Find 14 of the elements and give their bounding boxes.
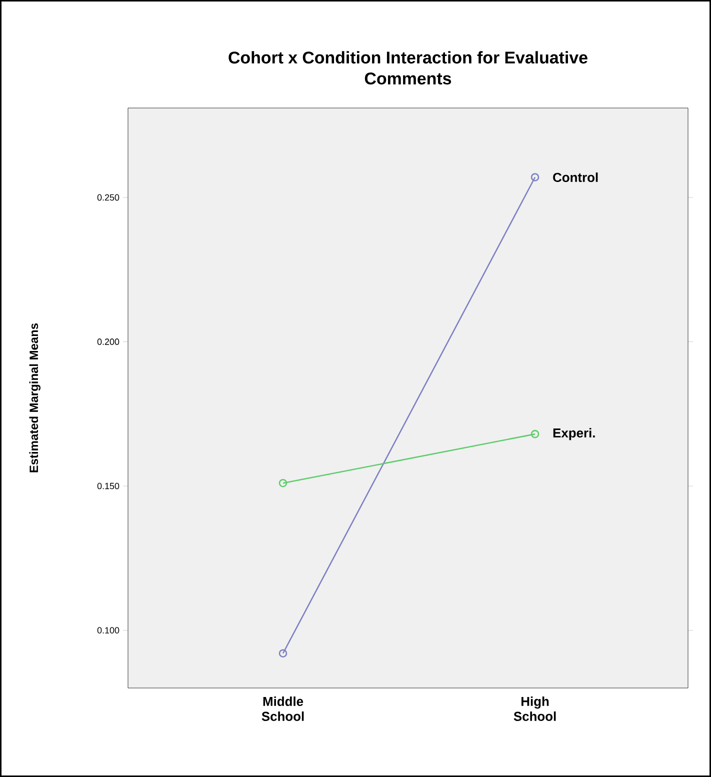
y-tick-label: 0.100 xyxy=(97,627,120,634)
point xyxy=(530,430,540,438)
series-label: Experi. xyxy=(553,428,595,440)
chart-title: Cohort x Condition Interaction for Evaluative Comments xyxy=(228,51,588,84)
series-label: Control xyxy=(553,172,598,182)
y-tick-label: 0.250 xyxy=(97,194,120,201)
x-tick-label: High School xyxy=(514,696,556,721)
point xyxy=(530,173,540,182)
x-tick-label: Middle School xyxy=(262,696,304,721)
point xyxy=(278,478,288,488)
point xyxy=(278,649,288,658)
y-tick-label: 0.200 xyxy=(97,338,120,345)
y-axis-title: Estimated Marginal Means xyxy=(29,323,40,472)
y-tick-label: 0.150 xyxy=(97,482,120,490)
